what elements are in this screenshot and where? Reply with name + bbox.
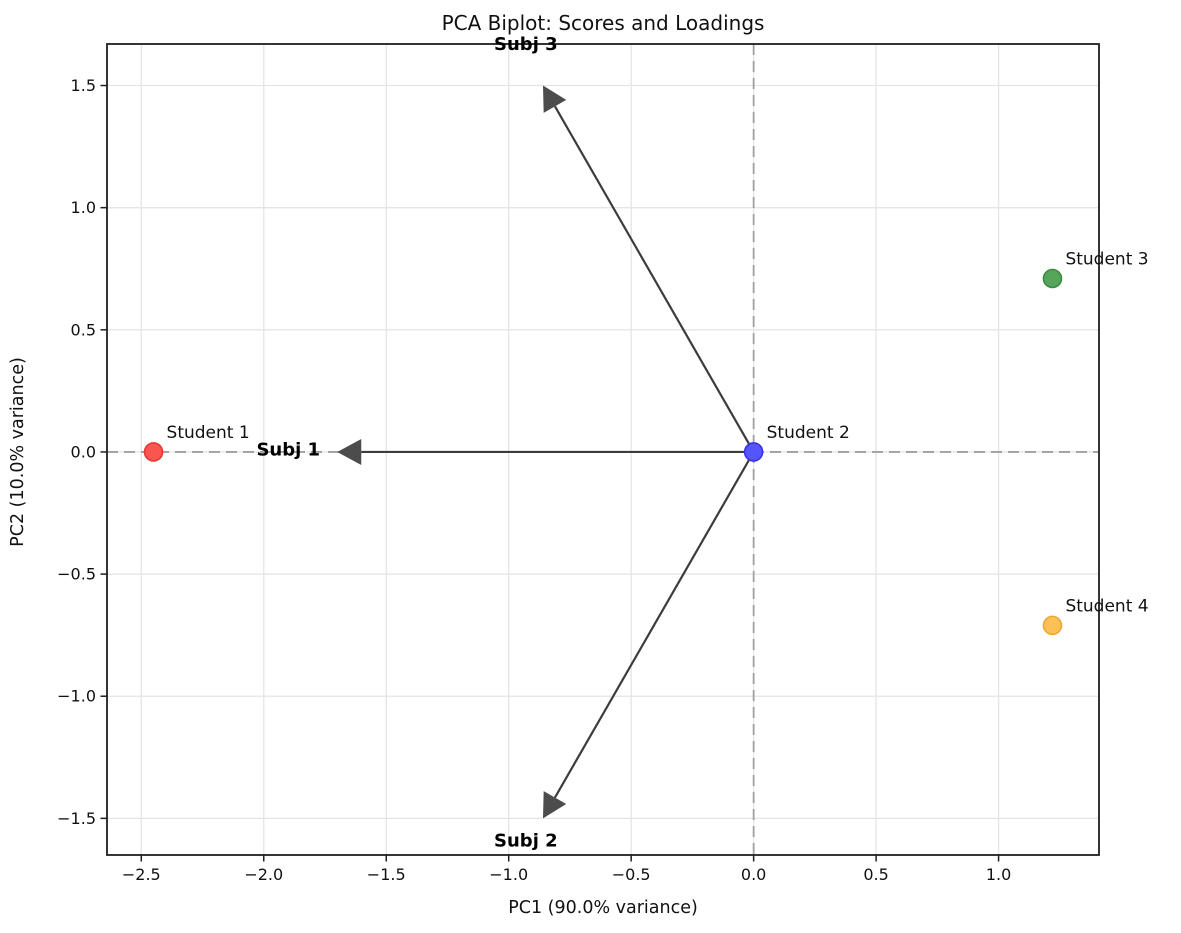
y-tick-label: 1.0 [71, 198, 96, 217]
y-tick-label: −1.5 [57, 809, 96, 828]
score-points [143, 268, 1063, 636]
x-tick-label: 0.0 [741, 865, 766, 884]
x-tick-label: −2.0 [244, 865, 283, 884]
loading-arrow-line [553, 105, 755, 453]
loading-arrow-head [542, 791, 567, 819]
loading-label: Subj 2 [494, 830, 558, 851]
y-tick-label: 1.5 [71, 76, 96, 95]
y-tick-label: −0.5 [57, 565, 96, 584]
y-axis-label: PC2 (10.0% variance) [8, 357, 28, 547]
loading-arrow-line [553, 451, 755, 799]
annotations: Subj 1 Subj 2 Subj 3 Student 1 Student 2 Stud… [167, 34, 1149, 851]
x-tick-label: −1.5 [367, 865, 406, 884]
score-point [143, 442, 164, 462]
y-tick-label: 0.5 [71, 320, 96, 339]
x-tick-label: 1.0 [986, 865, 1011, 884]
x-tick-label: −1.0 [489, 865, 528, 884]
score-point [743, 442, 764, 462]
axes-frame [106, 43, 1100, 856]
plot-frame [106, 43, 1100, 856]
x-axis-label: PC1 (90.0% variance) [508, 898, 698, 918]
axis-ticks: −2.5 −2.0 −1.5 −1.0 −0.5 0.0 0.5 1.0 1.5 1.0 0.5 0.… [57, 76, 1011, 884]
score-point-label: Student 2 [767, 423, 850, 443]
loading-label: Subj 3 [494, 34, 558, 55]
score-point-label: Student 3 [1065, 250, 1148, 270]
y-tick-label: −1.0 [57, 687, 96, 706]
score-point [1042, 268, 1063, 289]
y-tick-label: 0.0 [71, 442, 96, 461]
loading-arrows [337, 85, 755, 819]
loading-arrow-head [542, 85, 567, 113]
score-point-label: Student 1 [167, 423, 250, 443]
chart-title: PCA Biplot: Scores and Loadings [442, 11, 765, 35]
score-point [1042, 615, 1063, 636]
x-tick-label: −0.5 [612, 865, 651, 884]
loading-arrow-head [337, 438, 362, 465]
x-tick-label: −2.5 [122, 865, 161, 884]
loading-label: Subj 1 [256, 440, 320, 461]
score-point-label: Student 4 [1065, 596, 1148, 616]
x-tick-label: 0.5 [863, 865, 888, 884]
